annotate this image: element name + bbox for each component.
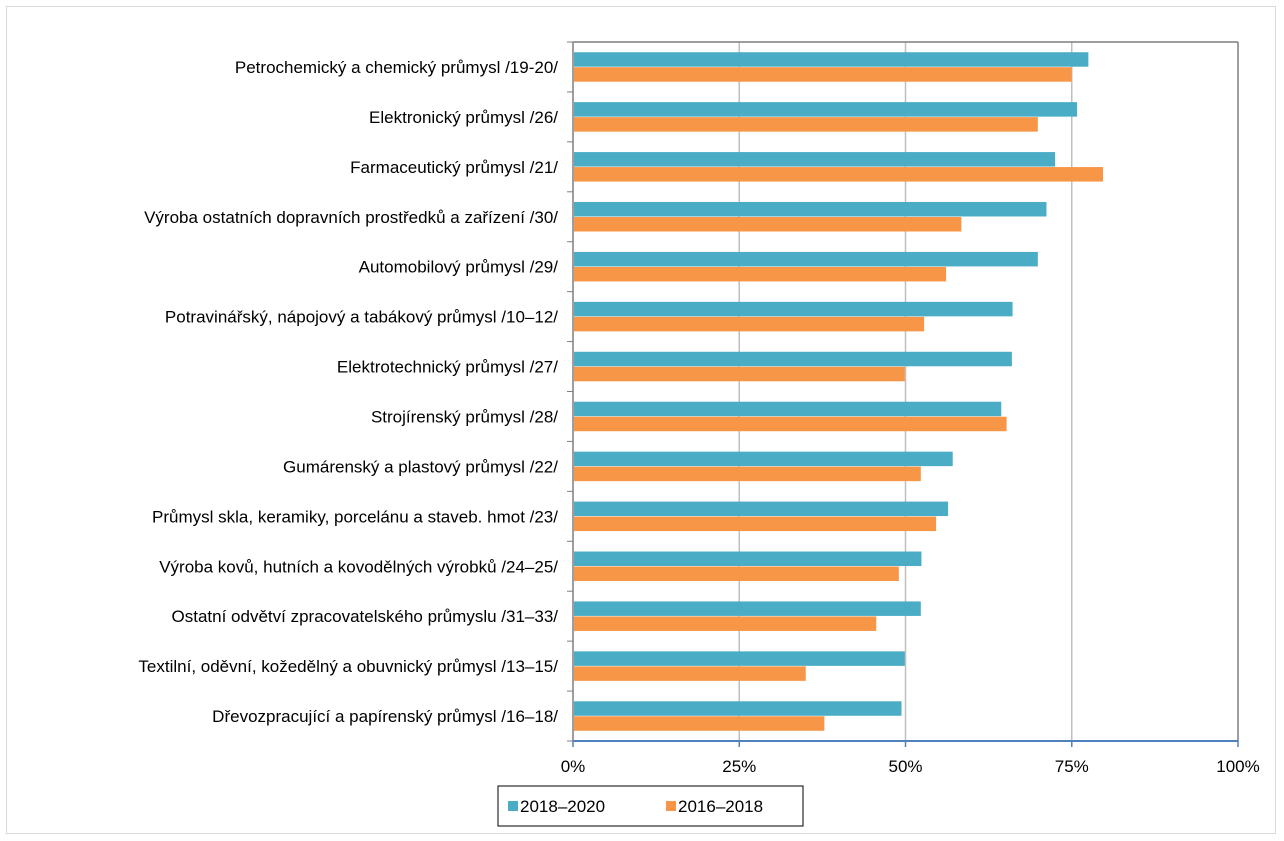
category-label: Potravinářský, nápojový a tabákový průmy… bbox=[165, 308, 558, 327]
x-tick-labels: 0% 25% 50% 75% 100% bbox=[561, 757, 1260, 776]
bar-series-1 bbox=[574, 152, 1056, 167]
x-tick-label: 0% bbox=[561, 757, 586, 776]
bar-series-2 bbox=[574, 516, 937, 532]
bar-series-2 bbox=[574, 117, 1038, 132]
category-label: Průmysl skla, keramiky, porcelánu a stav… bbox=[152, 507, 558, 526]
category-label: Výroba ostatních dopravních prostředků a… bbox=[144, 208, 558, 227]
bar-series-1 bbox=[574, 52, 1089, 67]
bar-series-1 bbox=[574, 551, 922, 566]
bar-series-1 bbox=[574, 601, 921, 616]
bar-series-2 bbox=[574, 466, 921, 482]
bar-chart: Petrochemický a chemický průmysl /19-20/… bbox=[138, 41, 1260, 827]
category-label: Elektronický průmysl /26/ bbox=[369, 108, 558, 127]
bar-series-2 bbox=[574, 616, 877, 631]
bar-series-2 bbox=[574, 666, 806, 681]
category-label: Gumárenský a plastový průmysl /22/ bbox=[283, 457, 558, 476]
bar-series-1 bbox=[574, 451, 953, 467]
category-label: Dřevozpracující a papírenský průmysl /16… bbox=[212, 707, 558, 726]
x-tick-label: 50% bbox=[888, 757, 922, 776]
category-label: Textilní, oděvní, kožedělný a obuvnický … bbox=[138, 657, 558, 676]
x-tick-label: 25% bbox=[722, 757, 756, 776]
bar-series-2 bbox=[574, 266, 947, 282]
category-label: Automobilový průmysl /29/ bbox=[359, 258, 559, 277]
bars bbox=[574, 52, 1104, 731]
bar-series-2 bbox=[574, 167, 1104, 182]
legend-label: 2018–2020 bbox=[520, 797, 605, 816]
bar-series-2 bbox=[574, 67, 1072, 82]
bar-series-2 bbox=[574, 566, 899, 581]
bar-series-1 bbox=[574, 501, 949, 517]
category-label: Farmaceutický průmysl /21/ bbox=[350, 158, 558, 177]
x-tick-label: 75% bbox=[1055, 757, 1089, 776]
bar-series-2 bbox=[574, 416, 1007, 432]
x-tick-label: 100% bbox=[1216, 757, 1259, 776]
bar-series-1 bbox=[574, 251, 1038, 267]
category-label: Petrochemický a chemický průmysl /19-20/ bbox=[235, 58, 558, 77]
category-label: Výroba kovů, hutních a kovodělných výrob… bbox=[159, 557, 558, 576]
category-label: Ostatní odvětví zpracovatelského průmysl… bbox=[172, 607, 559, 626]
legend-swatch bbox=[666, 801, 676, 811]
category-label: Elektrotechnický průmysl /27/ bbox=[337, 358, 558, 377]
category-label: Strojírenský průmysl /28/ bbox=[371, 407, 558, 426]
legend: 2018–2020 2016–2018 bbox=[497, 785, 804, 827]
legend-box bbox=[497, 785, 804, 827]
bar-series-1 bbox=[574, 401, 1002, 417]
category-labels: Petrochemický a chemický průmysl /19-20/… bbox=[138, 58, 558, 726]
chart-frame: Petrochemický a chemický průmysl /19-20/… bbox=[6, 6, 1276, 834]
bar-series-1 bbox=[574, 202, 1047, 217]
bar-series-1 bbox=[574, 102, 1078, 117]
bar-series-1 bbox=[574, 651, 905, 666]
bar-series-1 bbox=[574, 351, 1012, 367]
axes bbox=[567, 41, 1239, 747]
gridlines bbox=[738, 42, 1073, 741]
bar-series-2 bbox=[574, 366, 905, 382]
legend-label: 2016–2018 bbox=[678, 797, 763, 816]
legend-swatch bbox=[508, 801, 518, 811]
bar-series-2 bbox=[574, 217, 962, 232]
bar-series-1 bbox=[574, 301, 1013, 317]
bar-series-2 bbox=[574, 316, 925, 332]
bar-series-1 bbox=[574, 701, 902, 716]
bar-series-2 bbox=[574, 716, 825, 731]
